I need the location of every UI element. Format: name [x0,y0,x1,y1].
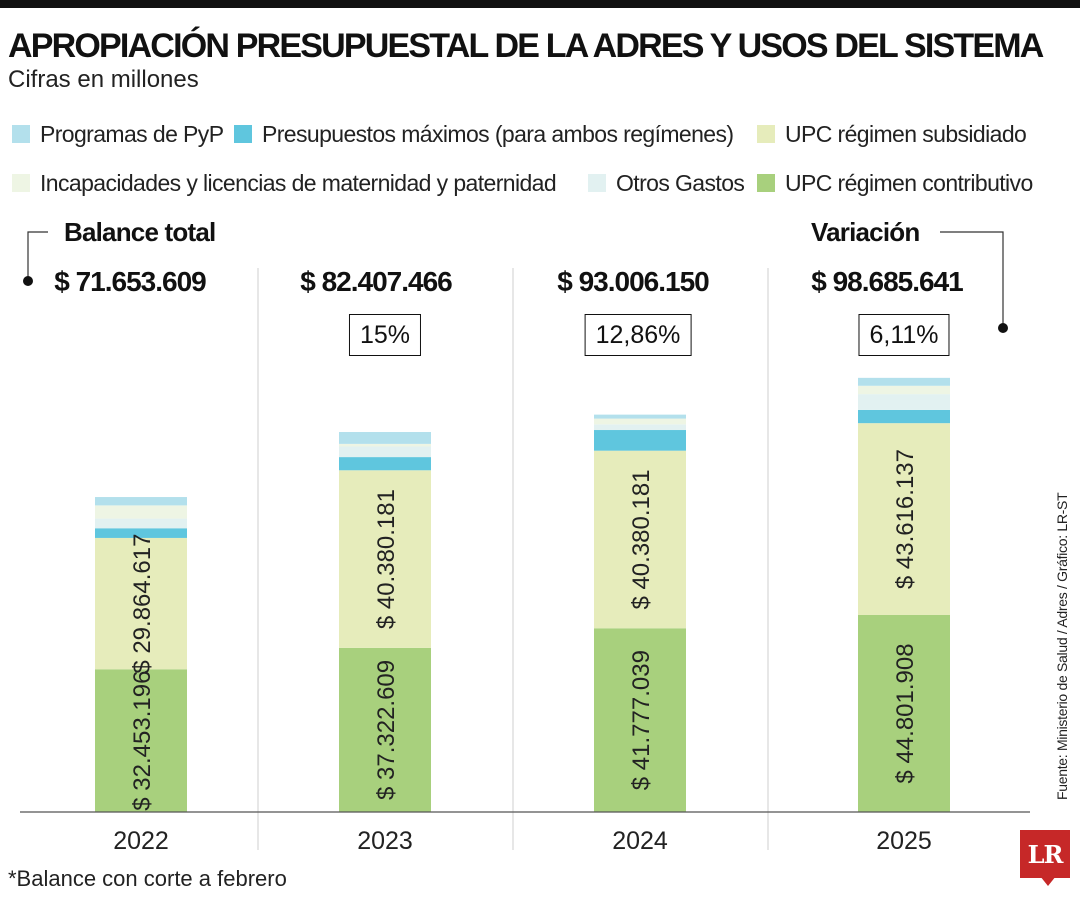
bar-maximos-2025 [858,409,950,424]
bar-contributivo-2022 [95,669,187,812]
total-2022: $ 71.653.609 [54,266,206,297]
bar-label-subsidiado-2025: $ 43.616.137 [892,449,919,589]
x-tick-2025: 2025 [876,827,932,855]
bar-maximos-2022 [95,528,187,538]
bar-label-subsidiado-2022: $ 29.864.617 [129,534,156,674]
legend-item-contributivo: UPC régimen contributivo [757,169,1033,197]
bar-label-contributivo-2022: $ 32.453.196 [129,671,156,811]
legend-item-otros: Otros Gastos [588,169,745,197]
legend-swatch [12,125,30,143]
bar-pyp-2023 [339,432,431,444]
legend-label: UPC régimen subsidiado [785,121,1027,147]
total-2025: $ 98.685.641 [811,266,963,297]
bar-maximos-2024 [594,430,686,451]
legend-swatch [12,174,30,192]
legend-swatch [757,125,775,143]
bar-pyp-2022 [95,497,187,506]
source-credit: Fuente: Ministerio de Salud / Adres / Gr… [1054,492,1070,800]
bar-otros-2025 [858,394,950,410]
legend-label: Otros Gastos [616,170,745,196]
total-2024: $ 93.006.150 [557,266,709,297]
bar-incapacidades-2025 [858,385,950,395]
bar-incapacidades-2022 [95,505,187,519]
legend-item-maximos: Presupuestos máximos (para ambos regímen… [234,120,734,148]
bar-label-subsidiado-2024: $ 40.380.181 [628,469,655,609]
footnote: *Balance con corte a febrero [8,866,287,891]
legend-label: UPC régimen contributivo [785,170,1033,196]
bar-subsidiado-2024 [594,450,686,629]
legend-item-pyp: Programas de PyP [12,120,224,148]
bar-incapacidades-2023 [339,443,431,447]
bar-otros-2024 [594,424,686,431]
bar-label-subsidiado-2023: $ 40.380.181 [373,489,400,629]
legend-swatch [588,174,606,192]
legend-label: Presupuestos máximos (para ambos regímen… [262,121,734,147]
bar-contributivo-2025 [858,614,950,812]
top-rule [0,0,1080,8]
legend-item-subsidiado: UPC régimen subsidiado [757,120,1027,148]
x-tick-2024: 2024 [612,827,668,855]
bar-otros-2023 [339,446,431,458]
x-tick-2023: 2023 [357,827,413,855]
total-callout-connector [27,231,48,281]
bar-subsidiado-2023 [339,470,431,648]
variation-callout-dot [998,323,1008,333]
legend-label: Incapacidades y licencias de maternidad … [40,170,557,196]
chart-title: APROPIACIÓN PRESUPUESTAL DE LA ADRES Y U… [8,27,1044,65]
chart-subtitle: Cifras en millones [8,66,199,93]
column-separators [257,268,769,850]
total-2023: $ 82.407.466 [300,266,452,297]
variation-2023: 15% [348,314,422,356]
total-callout-label: Balance total [64,217,216,247]
bar-label-contributivo-2023: $ 37.322.609 [373,660,400,800]
legend-swatch [757,174,775,192]
x-tick-2022: 2022 [113,827,169,855]
bar-label-contributivo-2024: $ 41.777.039 [628,650,655,790]
legend-item-incapacidades: Incapacidades y licencias de maternidad … [12,169,557,197]
variation-callout-label: Variación [811,217,920,247]
bar-pyp-2024 [594,414,686,419]
bar-contributivo-2023 [339,647,431,812]
bar-subsidiado-2022 [95,537,187,670]
lr-logo-tail [1040,876,1056,886]
variation-2024: 12,86% [584,314,692,356]
bar-label-contributivo-2025: $ 44.801.908 [892,643,919,783]
legend-swatch [234,125,252,143]
bar-stacks [95,377,950,812]
legend-label: Programas de PyP [40,121,224,147]
legend: Programas de PyP Presupuestos máximos (p… [0,112,1080,202]
bar-maximos-2023 [339,457,431,471]
total-callout-dot [23,276,33,286]
lr-logo: LR [1020,830,1070,878]
bar-contributivo-2024 [594,628,686,812]
bar-pyp-2025 [858,377,950,386]
bar-otros-2022 [95,518,187,529]
variation-2025: 6,11% [858,314,950,356]
variation-callout-connector [940,231,1004,328]
bar-incapacidades-2024 [594,418,686,425]
bar-value-labels: $ 32.453.196$ 29.864.617 $ 37.322.609 $ 40… [129,449,919,811]
bar-subsidiado-2025 [858,423,950,615]
